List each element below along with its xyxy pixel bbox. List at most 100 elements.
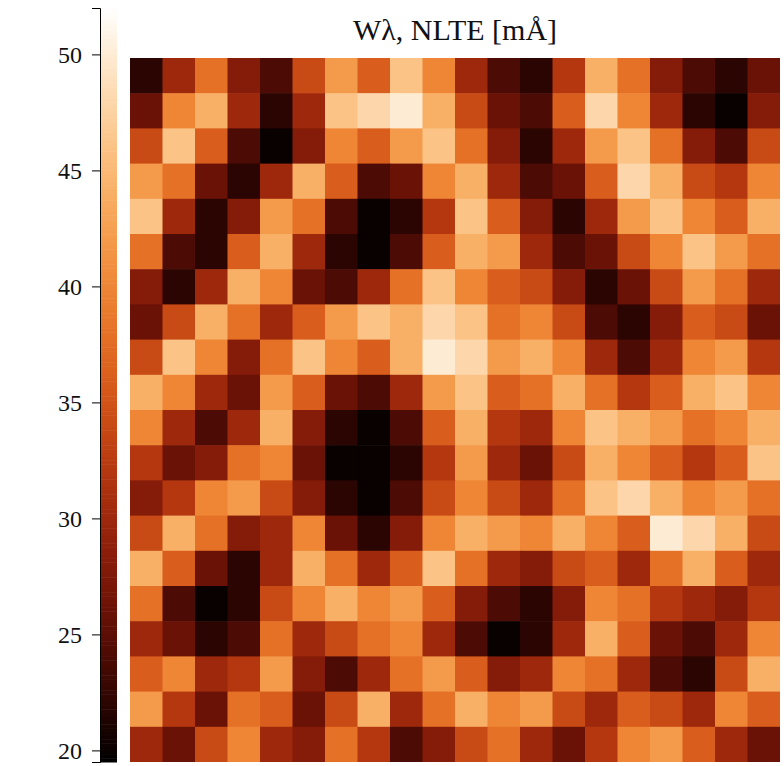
colorbar-swatch (100, 404, 117, 408)
heatmap-cell (195, 656, 228, 692)
heatmap-cell (650, 516, 683, 552)
colorbar-swatch (100, 385, 117, 389)
heatmap-cell (163, 128, 196, 164)
heatmap-cell (293, 586, 326, 622)
heatmap-cell (650, 128, 683, 164)
heatmap-cell (423, 199, 456, 235)
heatmap-cell (455, 199, 488, 235)
colorbar-swatch (100, 423, 117, 427)
colorbar-swatch (100, 212, 117, 216)
heatmap-cell (358, 727, 391, 762)
heatmap-cell (748, 93, 781, 129)
colorbar-swatch (100, 12, 117, 16)
heatmap-cell (488, 586, 521, 622)
heatmap-cell (650, 727, 683, 762)
heatmap-cell (228, 269, 261, 305)
colorbar-tick-mark (92, 402, 100, 403)
heatmap-cell (455, 480, 488, 516)
heatmap-cell (228, 304, 261, 340)
heatmap-cell (163, 445, 196, 481)
colorbar-swatch (100, 295, 117, 299)
heatmap-cell (748, 516, 781, 552)
heatmap-cell (195, 586, 228, 622)
heatmap-cell (585, 58, 618, 94)
heatmap-cell (520, 621, 553, 657)
colorbar-swatch (100, 506, 117, 510)
heatmap-cell (195, 93, 228, 129)
heatmap-cell (293, 480, 326, 516)
heatmap-cell (748, 480, 781, 516)
heatmap-cell (683, 234, 716, 270)
heatmap-cell (358, 128, 391, 164)
colorbar-swatch (100, 645, 117, 649)
heatmap-cell (520, 551, 553, 587)
heatmap-cell (130, 586, 163, 622)
heatmap-cell (553, 58, 586, 94)
heatmap-cell (260, 516, 293, 552)
heatmap-cell (423, 445, 456, 481)
heatmap-cell (163, 164, 196, 200)
heatmap-cell (618, 445, 651, 481)
heatmap-cell (260, 656, 293, 692)
heatmap-cell (520, 269, 553, 305)
heatmap-cell (390, 234, 423, 270)
heatmap-cell (293, 340, 326, 376)
colorbar-tick: 40 (58, 274, 100, 300)
heatmap-cell (683, 516, 716, 552)
colorbar-swatch (100, 604, 117, 608)
heatmap-cell (325, 93, 358, 129)
heatmap-cell (228, 621, 261, 657)
heatmap-cell (325, 480, 358, 516)
colorbar-swatch (100, 23, 117, 27)
heatmap-cell (130, 727, 163, 762)
heatmap-cell (715, 340, 748, 376)
colorbar-tick: 35 (58, 390, 100, 416)
colorbar-swatch (100, 95, 117, 99)
heatmap-cell (683, 480, 716, 516)
heatmap-cell (488, 692, 521, 728)
colorbar-swatch (100, 558, 117, 562)
colorbar-swatch (100, 626, 117, 630)
heatmap-cell (325, 375, 358, 411)
heatmap-cell (423, 480, 456, 516)
heatmap-cell (260, 269, 293, 305)
colorbar-swatch (100, 728, 117, 732)
heatmap-cell (130, 93, 163, 129)
colorbar-swatch (100, 683, 117, 687)
colorbar-swatch (100, 524, 117, 528)
heatmap-cell (553, 621, 586, 657)
heatmap-cell (585, 410, 618, 446)
colorbar-swatch (100, 310, 117, 314)
colorbar-swatch (100, 257, 117, 261)
heatmap-cell (455, 58, 488, 94)
heatmap-cell (260, 692, 293, 728)
colorbar-swatch (100, 562, 117, 566)
heatmap-cell (650, 410, 683, 446)
heatmap-cell (650, 621, 683, 657)
colorbar-swatch (100, 509, 117, 513)
heatmap-cell (520, 375, 553, 411)
heatmap-cell (130, 445, 163, 481)
heatmap-cell (293, 164, 326, 200)
colorbar-swatch (100, 445, 117, 449)
colorbar-swatch (100, 166, 117, 170)
colorbar-swatch (100, 91, 117, 95)
heatmap-cell (293, 128, 326, 164)
heatmap-cell (325, 621, 358, 657)
colorbar-swatch (100, 426, 117, 430)
heatmap-cell (553, 340, 586, 376)
colorbar-swatch (100, 332, 117, 336)
colorbar-swatch (100, 468, 117, 472)
colorbar-swatch (100, 298, 117, 302)
heatmap-cell (520, 410, 553, 446)
colorbar-axis-line (92, 9, 101, 763)
heatmap-cell (358, 340, 391, 376)
heatmap-cell (585, 480, 618, 516)
heatmap-cell (390, 656, 423, 692)
heatmap-cell (260, 410, 293, 446)
heatmap-cell (423, 58, 456, 94)
heatmap-cell (325, 410, 358, 446)
colorbar-swatch (100, 336, 117, 340)
colorbar-swatch (100, 42, 117, 46)
heatmap-cell (390, 445, 423, 481)
